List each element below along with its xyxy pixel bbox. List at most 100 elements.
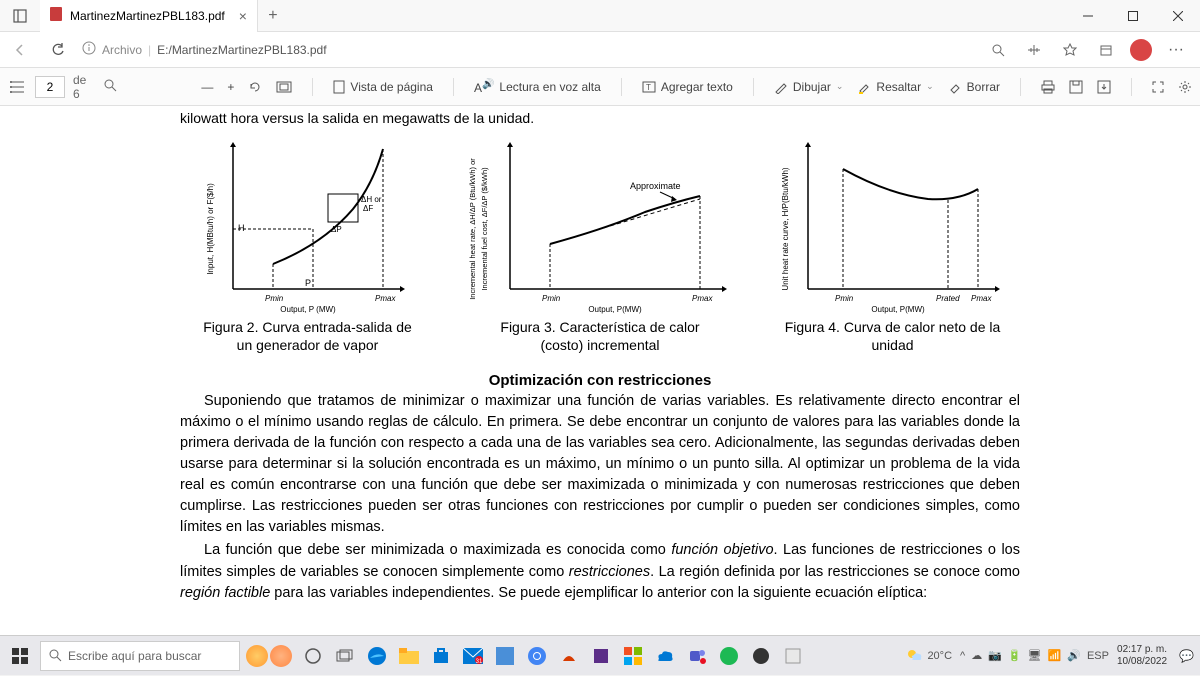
favorites-icon[interactable] xyxy=(1058,38,1082,62)
svg-text:Incremental heat rate, ΔH/ΔP (: Incremental heat rate, ΔH/ΔP (Btu/kWh) o… xyxy=(468,158,477,300)
maximize-button[interactable] xyxy=(1110,0,1155,32)
address-path: E:/MartinezMartinezPBL183.pdf xyxy=(157,43,326,57)
addressbar-actions: ··· xyxy=(986,38,1194,62)
more-icon[interactable]: ··· xyxy=(1164,38,1188,62)
search-placeholder: Escribe aquí para buscar xyxy=(68,649,201,663)
mail-icon[interactable]: 31 xyxy=(458,641,488,671)
pdf-icon xyxy=(50,7,62,24)
tab-title: MartinezMartinezPBL183.pdf xyxy=(70,9,225,23)
pdf-content[interactable]: kilowatt hora versus la salida en megawa… xyxy=(0,106,1200,635)
tray-language[interactable]: ESP xyxy=(1087,650,1109,662)
teams-icon[interactable] xyxy=(682,641,712,671)
app-icon-3[interactable] xyxy=(586,641,616,671)
tab-actions-icon[interactable] xyxy=(0,0,40,32)
zoom-in-button[interactable]: + xyxy=(227,80,234,94)
page-count: de 6 xyxy=(73,73,91,101)
svg-text:Prated: Prated xyxy=(936,294,960,303)
svg-text:Output, P(MW): Output, P(MW) xyxy=(588,305,642,314)
figure-2: Input, H(MBtu/h) or F($/h) ΔH or ΔF ΔP H xyxy=(180,134,435,354)
svg-text:ΔH or: ΔH or xyxy=(361,195,382,204)
minimize-button[interactable] xyxy=(1065,0,1110,32)
address-field[interactable]: Archivo | E:/MartinezMartinezPBL183.pdf xyxy=(82,41,976,58)
titlebar: MartinezMartinezPBL183.pdf × + xyxy=(0,0,1200,32)
page-number-input[interactable] xyxy=(35,76,65,98)
cortana-icon[interactable] xyxy=(298,641,328,671)
store-icon[interactable] xyxy=(426,641,456,671)
svg-text:31: 31 xyxy=(476,659,483,664)
section-heading: Optimización con restricciones xyxy=(180,372,1020,389)
svg-text:ΔF: ΔF xyxy=(363,204,373,213)
zoom-search-icon[interactable] xyxy=(986,38,1010,62)
svg-text:Pmax: Pmax xyxy=(971,294,992,303)
app-icon-1[interactable] xyxy=(490,641,520,671)
weather-widget[interactable]: 20°C xyxy=(905,647,952,665)
paragraph-2: La función que debe ser minimizada o max… xyxy=(180,540,1020,603)
tray-cloud-icon[interactable]: ☁ xyxy=(971,649,982,662)
svg-text:Output, P(MW): Output, P(MW) xyxy=(871,305,925,314)
find-icon[interactable] xyxy=(103,78,117,95)
address-label: Archivo xyxy=(102,43,142,57)
edge-icon[interactable] xyxy=(362,641,392,671)
start-button[interactable] xyxy=(0,636,40,676)
app-icon-6[interactable] xyxy=(778,641,808,671)
print-button[interactable] xyxy=(1041,80,1055,94)
tray-meet-icon[interactable]: 📷 xyxy=(988,649,1002,662)
notifications-icon[interactable]: 💬 xyxy=(1179,649,1194,663)
close-button[interactable] xyxy=(1155,0,1200,32)
svg-text:T: T xyxy=(646,83,651,92)
address-separator: | xyxy=(148,43,151,57)
explorer-icon[interactable] xyxy=(394,641,424,671)
browser-tab[interactable]: MartinezMartinezPBL183.pdf × xyxy=(40,0,258,32)
draw-button[interactable]: Dibujar⌄ xyxy=(774,80,844,94)
pdf-toolbar: de 6 — + Vista de página A🔊Lectura en vo… xyxy=(0,68,1200,106)
taskbar-apps: 31 xyxy=(298,641,808,671)
task-view-icon[interactable] xyxy=(330,641,360,671)
app-icon-2[interactable] xyxy=(554,641,584,671)
tray-battery-icon[interactable]: 🔋 xyxy=(1008,649,1022,662)
app-icon-5[interactable] xyxy=(746,641,776,671)
collections-icon[interactable] xyxy=(1094,38,1118,62)
rotate-button[interactable] xyxy=(248,80,262,94)
chrome-icon[interactable] xyxy=(522,641,552,671)
tray-chevron-icon[interactable]: ^ xyxy=(960,650,965,662)
svg-text:Output, P (MW): Output, P (MW) xyxy=(280,305,336,314)
spotify-icon[interactable] xyxy=(714,641,744,671)
figure-4: Unit heat rate curve, H/P(Btu/kWh) Pmin … xyxy=(765,134,1020,354)
svg-text:H: H xyxy=(238,223,245,233)
tray-wifi-icon[interactable]: 📶 xyxy=(1048,649,1062,662)
svg-text:Approximate: Approximate xyxy=(630,181,681,191)
back-button[interactable] xyxy=(6,36,34,64)
body-text: kilowatt hora versus la salida en megawa… xyxy=(180,106,1020,126)
window-controls xyxy=(1065,0,1200,32)
taskbar-search[interactable]: Escribe aquí para buscar xyxy=(40,641,240,671)
taskbar-widget[interactable] xyxy=(246,645,292,667)
svg-text:P: P xyxy=(305,278,311,288)
fit-page-button[interactable] xyxy=(276,81,292,93)
profile-avatar[interactable] xyxy=(1130,39,1152,61)
erase-button[interactable]: Borrar xyxy=(948,80,1000,94)
tray-network-icon[interactable]: 🖥 xyxy=(1028,649,1042,662)
svg-text:Pmax: Pmax xyxy=(692,294,713,303)
taskbar-clock[interactable]: 02:17 p. m. 10/08/2022 xyxy=(1117,644,1167,668)
contents-icon[interactable] xyxy=(8,81,27,93)
app-icon-4[interactable] xyxy=(618,641,648,671)
addressbar: Archivo | E:/MartinezMartinezPBL183.pdf … xyxy=(0,32,1200,68)
new-tab-button[interactable]: + xyxy=(258,7,288,25)
onedrive-icon[interactable] xyxy=(650,641,680,671)
settings-button[interactable] xyxy=(1178,80,1192,94)
add-text-button[interactable]: TAgregar texto xyxy=(642,80,733,94)
svg-text:Pmin: Pmin xyxy=(835,294,854,303)
refresh-button[interactable] xyxy=(44,36,72,64)
fullscreen-button[interactable] xyxy=(1152,81,1164,93)
save-button[interactable] xyxy=(1069,80,1083,94)
tray-volume-icon[interactable]: 🔊 xyxy=(1067,649,1081,662)
figure-3: Incremental heat rate, ΔH/ΔP (Btu/kWh) o… xyxy=(465,134,735,354)
page-view-button[interactable]: Vista de página xyxy=(333,80,433,94)
highlight-button[interactable]: Resaltar⌄ xyxy=(857,80,933,94)
zoom-out-button[interactable]: — xyxy=(201,80,213,94)
read-aloud-button[interactable]: A🔊Lectura en voz alta xyxy=(474,79,601,95)
tab-close-icon[interactable]: × xyxy=(239,8,247,24)
save-as-button[interactable] xyxy=(1097,80,1111,94)
read-aloud-icon[interactable] xyxy=(1022,38,1046,62)
svg-text:Pmax: Pmax xyxy=(375,294,396,303)
